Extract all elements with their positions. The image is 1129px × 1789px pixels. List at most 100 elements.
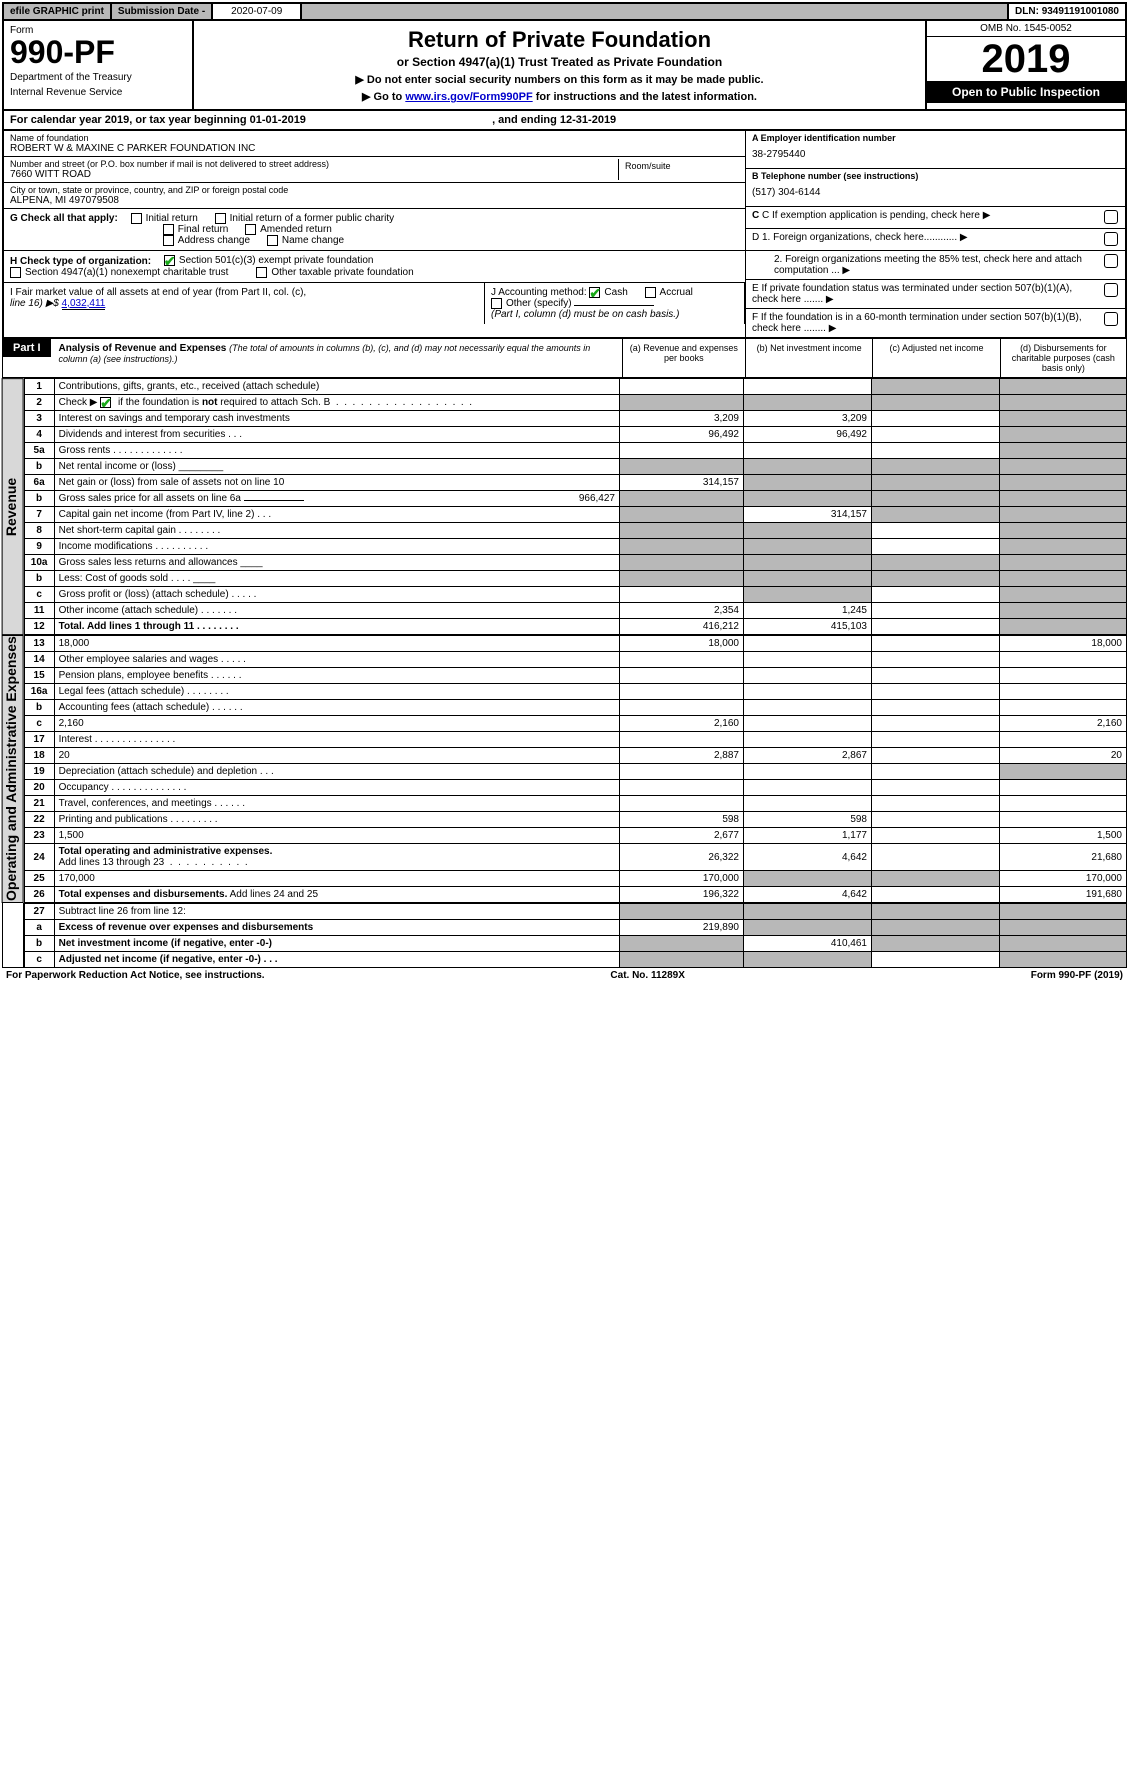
line-16b: bAccounting fees (attach schedule) . . .…: [24, 700, 1126, 716]
line-25: 25170,000170,000170,000: [24, 871, 1126, 887]
line-16a: 16aLegal fees (attach schedule) . . . . …: [24, 684, 1126, 700]
line-12: 12Total. Add lines 1 through 11 . . . . …: [24, 619, 1126, 635]
dept-treasury: Department of the Treasury: [10, 72, 186, 83]
checkbox-cash[interactable]: [589, 287, 600, 298]
g-check-row: G Check all that apply: Initial return I…: [4, 209, 745, 251]
main-title: Return of Private Foundation: [200, 27, 919, 53]
foundation-name-cell: Name of foundation ROBERT W & MAXINE C P…: [4, 131, 745, 157]
checkbox-final-return[interactable]: [163, 224, 174, 235]
col-b-header: (b) Net investment income: [745, 339, 872, 377]
checkbox-name-change[interactable]: [267, 235, 278, 246]
section-f: F If the foundation is in a 60-month ter…: [746, 309, 1125, 337]
checkbox-501c3[interactable]: [164, 255, 175, 266]
page-footer: For Paperwork Reduction Act Notice, see …: [2, 968, 1127, 983]
revenue-section: Revenue 1Contributions, gifts, grants, e…: [2, 378, 1127, 635]
topbar: efile GRAPHIC print Submission Date - 20…: [2, 2, 1127, 21]
phone-cell: B Telephone number (see instructions) (5…: [746, 169, 1125, 207]
line-27: 27Subtract line 26 from line 12:: [24, 904, 1126, 920]
line-27a: aExcess of revenue over expenses and dis…: [24, 920, 1126, 936]
checkbox-initial-return[interactable]: [131, 213, 142, 224]
h-check-row: H Check type of organization: Section 50…: [4, 251, 745, 282]
checkbox-other-taxable[interactable]: [256, 267, 267, 278]
instr-2: ▶ Go to www.irs.gov/Form990PF for instru…: [200, 90, 919, 103]
street-address: 7660 WITT ROAD: [10, 169, 618, 180]
checkbox-60month[interactable]: [1104, 312, 1118, 326]
line-9: 9Income modifications . . . . . . . . . …: [24, 539, 1126, 555]
opex-section: Operating and Administrative Expenses 13…: [2, 635, 1127, 903]
checkbox-accrual[interactable]: [645, 287, 656, 298]
omb-number: OMB No. 1545-0052: [927, 21, 1125, 37]
checkbox-address-change[interactable]: [163, 235, 174, 246]
line-27c: cAdjusted net income (if negative, enter…: [24, 952, 1126, 968]
city-state-zip: ALPENA, MI 497079508: [10, 195, 739, 206]
col-d-header: (d) Disbursements for charitable purpose…: [1000, 339, 1126, 377]
section-i: I Fair market value of all assets at end…: [4, 283, 485, 324]
line-23: 231,5002,6771,1771,500: [24, 828, 1126, 844]
line-11: 11Other income (attach schedule) . . . .…: [24, 603, 1126, 619]
dept-irs: Internal Revenue Service: [10, 87, 186, 98]
line-26: 26Total expenses and disbursements. Add …: [24, 887, 1126, 903]
line-16c: c2,1602,1602,160: [24, 716, 1126, 732]
checkbox-4947a1[interactable]: [10, 267, 21, 278]
line-20: 20Occupancy . . . . . . . . . . . . . .: [24, 780, 1126, 796]
fmv-link[interactable]: 4,032,411: [62, 298, 106, 310]
address-cell: Number and street (or P.O. box number if…: [10, 159, 619, 180]
line-2: 2Check ▶ if the foundation is not requir…: [24, 395, 1126, 411]
foundation-name: ROBERT W & MAXINE C PARKER FOUNDATION IN…: [10, 143, 739, 154]
opex-label: Operating and Administrative Expenses: [2, 635, 24, 903]
open-public-badge: Open to Public Inspection: [927, 81, 1125, 103]
form-number: 990-PF: [10, 36, 186, 68]
line27-section: 27Subtract line 26 from line 12: aExcess…: [2, 903, 1127, 968]
section-e: E If private foundation status was termi…: [746, 280, 1125, 309]
line-6a: 6aNet gain or (loss) from sale of assets…: [24, 475, 1126, 491]
line-6b: bGross sales price for all assets on lin…: [24, 491, 1126, 507]
line-8: 8Net short-term capital gain . . . . . .…: [24, 523, 1126, 539]
part1-header: Part I Analysis of Revenue and Expenses …: [2, 339, 1127, 378]
line-21: 21Travel, conferences, and meetings . . …: [24, 796, 1126, 812]
line-27b: bNet investment income (if negative, ent…: [24, 936, 1126, 952]
footer-right: Form 990-PF (2019): [1031, 970, 1123, 981]
checkbox-initial-return-former[interactable]: [215, 213, 226, 224]
revenue-label: Revenue: [2, 378, 24, 635]
checkbox-status-terminated[interactable]: [1104, 283, 1118, 297]
section-c: C C If exemption application is pending,…: [746, 207, 1125, 229]
line-1: 1Contributions, gifts, grants, etc., rec…: [24, 379, 1126, 395]
telephone: (517) 304-6144: [752, 181, 1119, 204]
col-a-header: (a) Revenue and expenses per books: [622, 339, 745, 377]
checkbox-exemption-pending[interactable]: [1104, 210, 1118, 224]
line-10c: cGross profit or (loss) (attach schedule…: [24, 587, 1126, 603]
topbar-spacer: [302, 4, 1009, 19]
checkbox-other-method[interactable]: [491, 298, 502, 309]
subtitle: or Section 4947(a)(1) Trust Treated as P…: [200, 55, 919, 69]
section-d2: 2. Foreign organizations meeting the 85%…: [746, 251, 1125, 280]
form-header: Form 990-PF Department of the Treasury I…: [2, 21, 1127, 111]
calendar-year-row: For calendar year 2019, or tax year begi…: [2, 111, 1127, 131]
checkbox-amended-return[interactable]: [245, 224, 256, 235]
line-24: 24Total operating and administrative exp…: [24, 844, 1126, 871]
line-13: 1318,00018,00018,000: [24, 636, 1126, 652]
line-14: 14Other employee salaries and wages . . …: [24, 652, 1126, 668]
part1-badge: Part I: [3, 339, 51, 357]
ein: 38-2795440: [752, 143, 1119, 166]
room-cell: Room/suite: [619, 159, 739, 180]
submission-date: 2020-07-09: [213, 4, 302, 19]
line-4: 4Dividends and interest from securities …: [24, 427, 1126, 443]
checkbox-sch-b[interactable]: [100, 397, 111, 408]
checkbox-85pct-test[interactable]: [1104, 254, 1118, 268]
line-5a: 5aGross rents . . . . . . . . . . . . .: [24, 443, 1126, 459]
section-d1: D 1. Foreign organizations, check here..…: [746, 229, 1125, 251]
instructions-link[interactable]: www.irs.gov/Form990PF: [405, 91, 532, 103]
tax-year: 2019: [927, 37, 1125, 81]
footer-mid: Cat. No. 11289X: [610, 970, 684, 981]
opex-table: 1318,00018,00018,000 14Other employee sa…: [24, 635, 1127, 903]
line-18: 18202,8872,86720: [24, 748, 1126, 764]
checkbox-foreign-org[interactable]: [1104, 232, 1118, 246]
line-7: 7Capital gain net income (from Part IV, …: [24, 507, 1126, 523]
line-3: 3Interest on savings and temporary cash …: [24, 411, 1126, 427]
city-cell: City or town, state or province, country…: [4, 183, 745, 209]
line-19: 19Depreciation (attach schedule) and dep…: [24, 764, 1126, 780]
submission-date-label: Submission Date -: [112, 4, 213, 19]
line-22: 22Printing and publications . . . . . . …: [24, 812, 1126, 828]
info-grid: Name of foundation ROBERT W & MAXINE C P…: [2, 131, 1127, 339]
footer-left: For Paperwork Reduction Act Notice, see …: [6, 970, 265, 981]
